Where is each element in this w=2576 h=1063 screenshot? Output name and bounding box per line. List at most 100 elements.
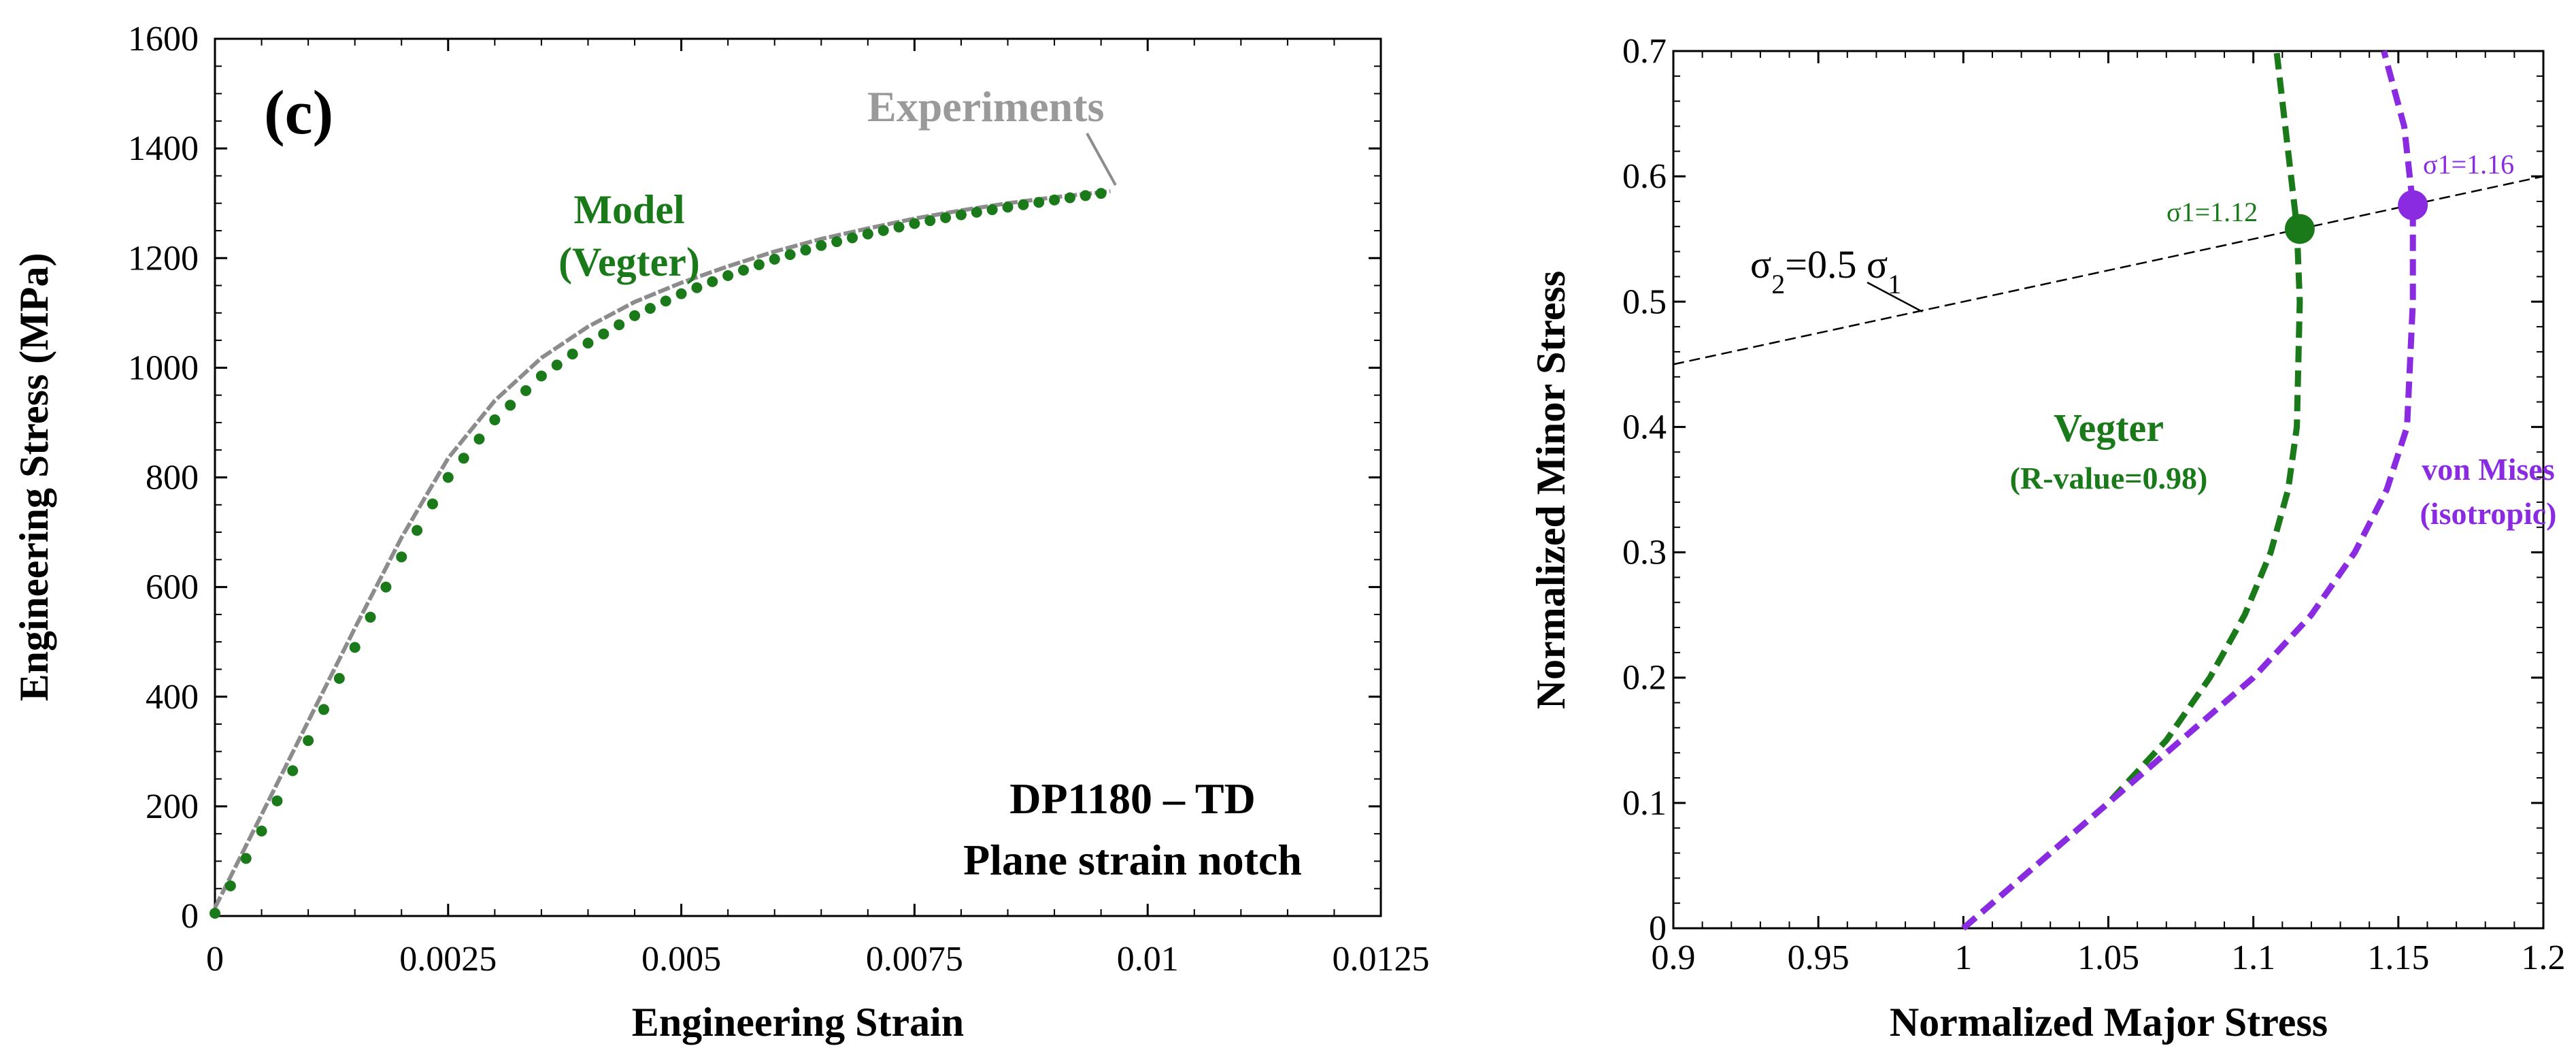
series-model-vegter-point (753, 259, 765, 270)
specimen-label: Plane strain notch (963, 836, 1302, 884)
y-tick-label: 200 (146, 787, 199, 826)
series-model-vegter-point (582, 338, 594, 349)
series-model-vegter-point (412, 525, 423, 536)
left-x-axis-title: Engineering Strain (632, 1000, 964, 1045)
series-model-vegter-point (800, 244, 812, 256)
experiments-label: Experiments (867, 82, 1104, 131)
series-model-vegter-point (1064, 192, 1075, 203)
series-model-vegter-point (489, 414, 501, 425)
series-model-vegter-point (816, 240, 827, 251)
y-tick-label: 0.2 (1622, 659, 1667, 698)
series-model-vegter-point (784, 249, 796, 261)
series-model-vegter-point (675, 288, 687, 299)
series-model-vegter-point (567, 348, 578, 360)
y-tick-label: 0.1 (1622, 784, 1667, 823)
series-model-vegter-point (224, 880, 236, 892)
series-model-vegter-point (426, 498, 438, 510)
right-x-axis: 0.9 0.95 1 1.05 1.1 1.15 1.2 (1652, 51, 2566, 977)
x-tick-label: 0.0075 (866, 940, 963, 979)
y-tick-label: 0.5 (1622, 282, 1667, 321)
series-model-vegter-point (1080, 190, 1091, 201)
series-model-vegter-point (473, 434, 485, 445)
x-tick-label: 0 (206, 940, 224, 979)
right-y-axis: 0 0.1 0.2 0.3 0.4 0.5 0.6 0.7 (1622, 32, 2543, 948)
y-tick-label: 0.7 (1622, 32, 1667, 71)
series-model-vegter-point (722, 270, 734, 282)
vegter-sublabel: (R-value=0.98) (2010, 461, 2208, 495)
x-tick-label: 0.9 (1652, 938, 1696, 977)
series-model-vegter-point (380, 581, 392, 593)
series-model-vegter-point (1002, 201, 1014, 213)
series-model-vegter-point (349, 642, 361, 653)
panel-label: (c) (264, 78, 333, 147)
series-model-vegter-point (877, 225, 889, 236)
series-model-vegter-point (598, 328, 609, 340)
series-model-vegter-point (909, 218, 920, 229)
x-tick-label: 1 (1954, 938, 1972, 977)
series-von-mises-isotropic (1961, 50, 2416, 931)
right-chart: 0.9 0.95 1 1.05 1.1 1.15 1.2 00.10.20.30.40.50… (1528, 32, 2566, 1045)
series-model-vegter-point (1049, 194, 1060, 206)
series-model-vegter-point (846, 232, 858, 244)
left-chart: 0 0.0025 0.005 0.0075 0.01 0.0125 0 200 400 600 8… (12, 20, 1430, 1045)
x-tick-label: 1.15 (2367, 938, 2429, 977)
series-model-vegter-point (1033, 197, 1045, 208)
y-tick-label: 0.3 (1622, 534, 1667, 572)
series-model-vegter-point (240, 853, 252, 864)
series-model-vegter-point (458, 453, 469, 464)
series-model-vegter-point (738, 264, 750, 276)
vonmises-point-label: σ1=1.16 (2423, 149, 2514, 180)
left-series-group (210, 188, 1111, 919)
right-series-group (1673, 50, 2544, 931)
series-model-vegter-point (862, 228, 873, 240)
series-model-vegter-point (318, 704, 329, 715)
x-tick-label: 0.95 (1788, 938, 1850, 977)
x-tick-label: 0.01 (1117, 940, 1179, 979)
vegter-point-label: σ1=1.12 (2167, 197, 2258, 227)
series-model-vegter-point (769, 253, 780, 265)
y-tick-label: 800 (146, 459, 199, 497)
series-model-vegter-point (303, 735, 314, 747)
y-tick-label: 400 (146, 678, 199, 717)
series-model-vegter-point (629, 310, 641, 321)
y-tick-label: 1200 (128, 239, 199, 278)
right-x-axis-title: Normalized Major Stress (1890, 1000, 2328, 1045)
y-tick-label: 0 (1649, 909, 1667, 948)
y-tick-label: 0 (181, 897, 199, 936)
y-tick-label: 1000 (128, 348, 199, 387)
left-y-axis-title: Engineering Stress (MPa) (12, 253, 56, 702)
series-model-vegter-point (940, 212, 952, 223)
series-model-vegter-point (924, 215, 936, 227)
series-model-vegter-point (287, 765, 299, 776)
ratio-line-label: σ2=0.5 σ1 (1750, 242, 1901, 299)
x-tick-label: 1.1 (2231, 938, 2275, 977)
series-model-vegter-point (210, 907, 220, 919)
series-model-vegter-point (271, 795, 283, 806)
series-model-vegter-point (505, 399, 516, 411)
series-model-vegter-point (707, 276, 718, 287)
series-model-vegter-point (551, 359, 563, 371)
x-tick-label: 1.2 (2522, 938, 2566, 977)
x-tick-label: 0.005 (641, 940, 721, 979)
series-model-vegter-point (986, 204, 998, 216)
series-model-vegter-point (660, 295, 671, 307)
ratio-line-leader (1867, 281, 1923, 313)
series-model-vegter-point (535, 370, 547, 382)
series-model-vegter-point (333, 672, 345, 684)
x-tick-label: 0.0125 (1333, 940, 1430, 979)
material-label: DP1180 – TD (1009, 774, 1256, 823)
series-model-vegter-point (365, 611, 376, 623)
model-sublabel: (Vegter) (558, 240, 700, 284)
y-tick-label: 1600 (128, 20, 199, 59)
y-tick-label: 600 (146, 568, 199, 607)
series-model-vegter-point (614, 319, 625, 331)
left-x-axis: 0 0.0025 0.005 0.0075 0.01 0.0125 (206, 39, 1430, 979)
left-y-axis: 0 200 400 600 800 1000 1200 1400 1600 (128, 20, 1381, 936)
series-model-vegter-point (442, 472, 454, 483)
series-model-vegter-point (256, 825, 267, 837)
y-tick-label: 0.4 (1622, 408, 1667, 446)
model-label: Model (573, 187, 684, 232)
series-model-vegter-point (520, 385, 532, 396)
series-model-vegter-point (396, 551, 407, 563)
x-tick-label: 1.05 (2077, 938, 2139, 977)
